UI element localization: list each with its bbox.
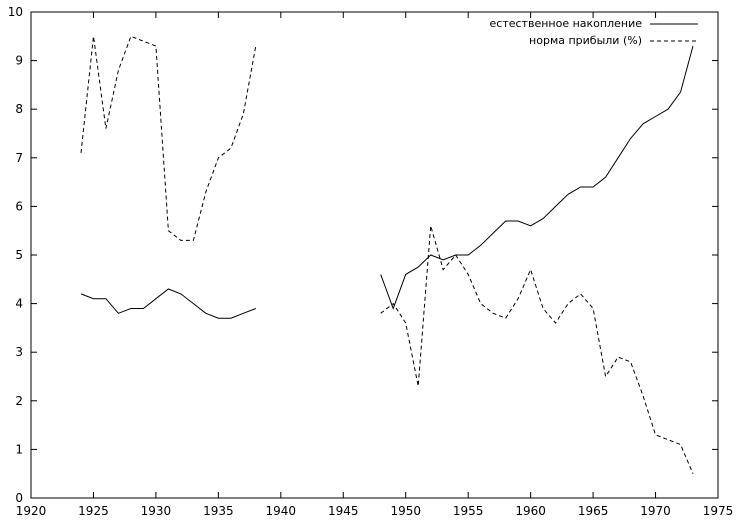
axis-ticks: 1920 1925 1930 1935 1940 1945 1950 1955 1960 1965… [8,5,734,518]
series-layer [80,35,694,474]
x-tick-label: 1975 [703,504,734,518]
y-tick-label: 4 [15,297,23,311]
y-tick-label: 9 [15,54,23,68]
series-1-line-segment-0 [80,35,257,241]
x-tick-label: 1920 [16,504,47,518]
x-tick-label: 1950 [390,504,421,518]
x-tick-label: 1960 [515,504,546,518]
series-1-line-segment-1 [380,225,694,474]
x-tick-label: 1970 [640,504,671,518]
x-tick-label: 1945 [328,504,359,518]
legend-label-0: естественное накопление [490,17,643,30]
x-tick-label: 1935 [203,504,234,518]
y-tick-label: 6 [15,199,23,213]
y-tick-label: 8 [15,102,23,116]
y-tick-label: 7 [15,151,23,165]
y-tick-label: 10 [8,5,23,19]
legend-label-1: норма прибыли (%) [529,34,642,47]
x-tick-label: 1965 [578,504,609,518]
y-tick-label: 5 [15,248,23,262]
y-tick-label: 2 [15,394,23,408]
x-tick-label: 1955 [453,504,484,518]
series-0-line-segment-0 [80,288,256,319]
y-tick-label: 0 [15,491,23,505]
x-tick-label: 1940 [266,504,297,518]
y-tick-label: 1 [15,442,23,456]
x-tick-label: 1925 [78,504,109,518]
legend: естественное накопление норма прибыли (%… [490,17,698,47]
x-tick-label: 1930 [141,504,172,518]
plot-frame [30,11,719,499]
y-tick-label: 3 [15,345,23,359]
series-0-line-segment-1 [380,45,694,310]
